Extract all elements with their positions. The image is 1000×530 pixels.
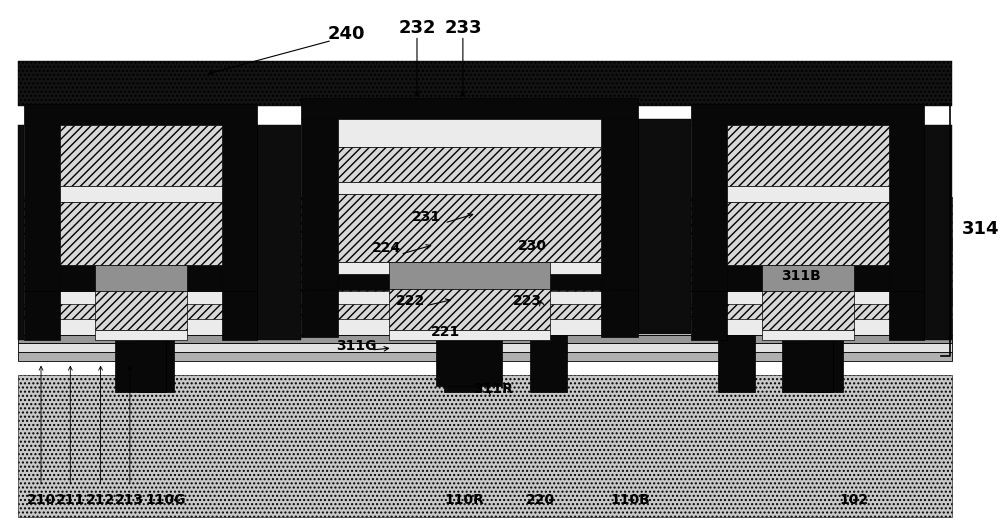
Bar <box>727 126 889 186</box>
Bar <box>338 262 389 290</box>
Bar <box>18 237 952 250</box>
Bar <box>338 182 601 193</box>
Bar <box>924 126 952 340</box>
Text: 210: 210 <box>26 493 56 507</box>
Text: 230: 230 <box>518 240 547 253</box>
Bar <box>18 292 952 304</box>
Bar <box>95 265 187 292</box>
Bar <box>889 292 924 340</box>
Bar <box>222 292 257 340</box>
Text: 221: 221 <box>431 325 460 339</box>
Bar <box>60 186 222 201</box>
Bar <box>60 201 222 265</box>
Bar <box>18 126 24 340</box>
Bar <box>806 335 843 392</box>
Text: 311R: 311R <box>473 382 513 396</box>
Bar <box>601 119 638 290</box>
Bar <box>691 292 727 340</box>
Bar <box>762 292 854 330</box>
Bar <box>24 104 257 126</box>
Bar <box>691 126 727 292</box>
Bar <box>338 119 601 147</box>
Text: 223: 223 <box>513 294 542 308</box>
Bar <box>301 119 338 290</box>
Bar <box>889 126 924 292</box>
Text: 213: 213 <box>115 493 144 507</box>
Text: 211: 211 <box>56 493 85 507</box>
Bar <box>550 262 601 290</box>
Bar <box>762 265 854 292</box>
Bar <box>444 335 481 392</box>
Text: 311G: 311G <box>336 339 377 353</box>
Bar <box>18 319 952 335</box>
Text: 311B: 311B <box>781 269 821 282</box>
Bar <box>762 330 854 340</box>
Bar <box>60 265 95 292</box>
Bar <box>187 265 222 292</box>
Bar <box>24 126 60 292</box>
Bar <box>338 193 601 262</box>
Bar <box>389 262 550 289</box>
Bar <box>301 98 638 119</box>
Bar <box>338 262 601 274</box>
Text: 232: 232 <box>398 19 436 37</box>
Bar <box>60 126 222 186</box>
Bar <box>718 335 755 392</box>
Bar <box>854 265 889 292</box>
Bar <box>18 335 952 343</box>
Bar <box>18 343 952 352</box>
Text: 102: 102 <box>840 493 869 507</box>
Text: 212: 212 <box>86 493 115 507</box>
Bar <box>638 119 691 334</box>
Text: 231: 231 <box>412 210 441 224</box>
Text: 240: 240 <box>328 24 365 42</box>
Bar <box>301 290 338 337</box>
Bar <box>338 147 601 182</box>
Bar <box>95 292 187 330</box>
Text: 224: 224 <box>372 241 401 255</box>
Bar <box>95 330 187 340</box>
Bar <box>18 61 952 106</box>
Bar <box>436 337 502 386</box>
Text: 110R: 110R <box>445 493 485 507</box>
Text: 314: 314 <box>962 220 999 238</box>
Bar <box>727 201 889 265</box>
Text: 222: 222 <box>396 294 425 308</box>
Text: 110G: 110G <box>146 493 186 507</box>
Bar <box>222 126 257 292</box>
Bar <box>18 375 952 517</box>
Text: 233: 233 <box>444 19 482 37</box>
Bar <box>727 186 889 201</box>
Text: 220: 220 <box>525 493 555 507</box>
Bar <box>257 126 301 340</box>
Bar <box>782 340 833 392</box>
Bar <box>727 265 762 292</box>
Bar <box>115 340 166 392</box>
Bar <box>18 197 952 335</box>
Bar <box>24 292 60 340</box>
Bar <box>389 289 550 330</box>
Bar <box>691 104 924 126</box>
Bar <box>601 290 638 337</box>
Bar <box>389 330 550 340</box>
Bar <box>18 352 952 361</box>
Text: 110B: 110B <box>610 493 650 507</box>
Bar <box>137 335 174 392</box>
Bar <box>530 335 567 392</box>
